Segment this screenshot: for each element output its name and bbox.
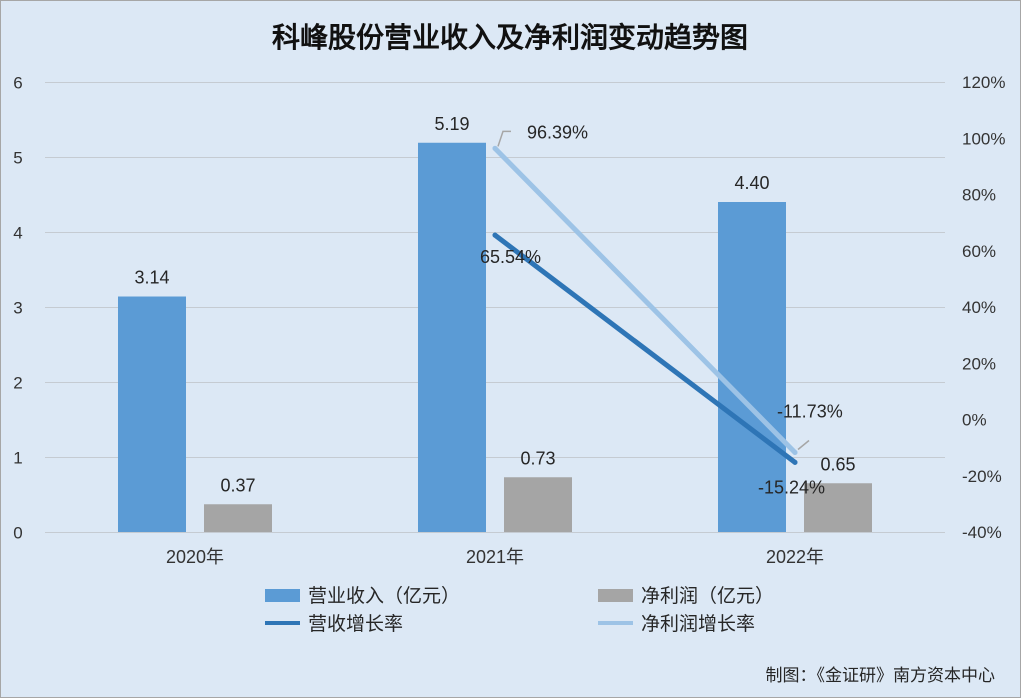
leader-line: [797, 439, 810, 451]
net-profit-data-label: 0.73: [520, 448, 555, 468]
y-axis-right: -40% -20% 0% 20% 40% 60% 80% 100% 120%: [962, 73, 1005, 542]
chart-credit: 制图：《金证研》南方资本中心: [766, 666, 996, 685]
x-axis-tick-label: 2020年: [166, 547, 224, 567]
net-profit-data-label: 0.65: [820, 454, 855, 474]
legend-label: 营收增长率: [308, 613, 403, 635]
x-axis-tick-label: 2022年: [766, 547, 824, 567]
legend: 营业收入（亿元） 净利润（亿元） 营收增长率 净利润增长率: [265, 585, 774, 635]
gridlines: [45, 82, 945, 533]
revenue-data-label: 3.14: [134, 268, 169, 288]
chart-title: 科峰股份营业收入及净利润变动趋势图: [272, 21, 748, 53]
data-labels: 3.14 5.19 4.40 0.37 0.73 0.65 65.54% -15.24% 96.…: [134, 114, 855, 498]
y-right-tick-label: 80%: [962, 186, 996, 205]
revenue-growth-point: [792, 459, 798, 465]
y-left-tick-label: 0: [13, 524, 22, 543]
y-left-tick-label: 3: [13, 299, 22, 318]
net-profit-growth-line: [492, 145, 798, 455]
net-profit-bar: [204, 504, 272, 532]
leader-line: [497, 130, 511, 147]
revenue-growth-data-label: -15.24%: [758, 477, 825, 497]
legend-item-net-profit-growth: 净利润增长率: [598, 613, 755, 635]
legend-label: 净利润（亿元）: [641, 585, 774, 607]
legend-label: 营业收入（亿元）: [308, 585, 460, 607]
y-left-tick-label: 5: [13, 149, 22, 168]
net-profit-bar: [504, 477, 572, 532]
legend-item-revenue: 营业收入（亿元）: [265, 585, 460, 607]
x-axis: 2020年 2021年 2022年: [166, 547, 824, 567]
revenue-growth-point: [492, 232, 498, 238]
x-axis-tick-label: 2021年: [466, 547, 524, 567]
y-right-tick-label: 40%: [962, 298, 996, 317]
revenue-bar: [718, 202, 786, 532]
y-left-tick-label: 4: [13, 224, 22, 243]
y-right-tick-label: -20%: [962, 467, 1002, 486]
y-right-tick-label: 100%: [962, 129, 1005, 148]
y-right-tick-label: 60%: [962, 242, 996, 261]
revenue-growth-data-label: 65.54%: [480, 247, 541, 267]
y-left-tick-label: 6: [13, 74, 22, 93]
net-profit-growth-data-label: 96.39%: [527, 122, 588, 142]
net-profit-growth-point: [492, 145, 498, 151]
legend-swatch: [598, 589, 633, 602]
y-left-tick-label: 1: [13, 449, 22, 468]
revenue-bar: [118, 296, 186, 532]
revenue-data-label: 4.40: [734, 173, 769, 193]
y-axis-left: 0 1 2 3 4 5 6: [13, 74, 22, 543]
revenue-growth-line: [492, 232, 798, 465]
y-right-tick-label: 120%: [962, 73, 1005, 92]
y-right-tick-label: 0%: [962, 411, 987, 430]
legend-label: 净利润增长率: [641, 613, 755, 635]
net-profit-growth-data-label: -11.73%: [777, 401, 843, 421]
y-right-tick-label: -40%: [962, 523, 1002, 542]
revenue-data-label: 5.19: [434, 114, 469, 134]
legend-item-net-profit: 净利润（亿元）: [598, 585, 774, 607]
legend-swatch: [265, 589, 300, 602]
net-profit-data-label: 0.37: [220, 475, 255, 495]
net-profit-bar: [804, 483, 872, 532]
bar-series: [118, 142, 872, 532]
y-left-tick-label: 2: [13, 374, 22, 393]
line-series: [492, 145, 798, 465]
revenue-bar: [418, 142, 486, 532]
net-profit-growth-point: [792, 449, 798, 455]
legend-item-revenue-growth: 营收增长率: [265, 613, 403, 635]
y-right-tick-label: 20%: [962, 354, 996, 373]
